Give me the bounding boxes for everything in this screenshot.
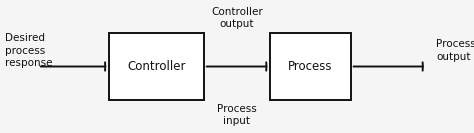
Text: Controller
output: Controller output	[211, 7, 263, 29]
Text: Process: Process	[288, 60, 333, 73]
Bar	[109, 33, 204, 100]
Bar	[270, 33, 351, 100]
Text: Process
output: Process output	[436, 39, 474, 62]
Text: Process
input: Process input	[217, 104, 257, 126]
Text: Controller: Controller	[127, 60, 186, 73]
Text: Desired
process
response: Desired process response	[5, 33, 52, 68]
